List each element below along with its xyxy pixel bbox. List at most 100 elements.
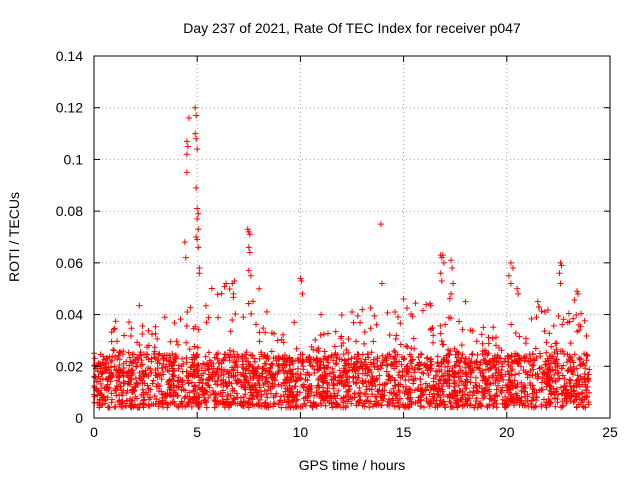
data-point — [417, 350, 424, 357]
data-point — [191, 343, 198, 350]
data-point — [206, 384, 213, 391]
data-point — [554, 350, 561, 357]
data-point — [397, 341, 404, 348]
data-point — [533, 394, 540, 401]
data-point — [419, 387, 426, 394]
data-point — [417, 381, 424, 388]
data-point — [196, 403, 203, 410]
data-point — [239, 353, 246, 360]
y-tick-label: 0.06 — [56, 255, 83, 271]
data-point — [428, 384, 435, 391]
data-point — [164, 367, 171, 374]
data-point — [504, 352, 511, 359]
data-point — [191, 373, 198, 380]
data-point — [112, 318, 119, 325]
data-point — [154, 335, 161, 342]
data-point — [114, 338, 121, 345]
data-point — [338, 342, 345, 349]
data-points-layer — [91, 104, 593, 411]
data-point — [582, 374, 589, 381]
data-point — [543, 349, 550, 356]
data-point — [468, 351, 475, 358]
data-point — [559, 402, 566, 409]
data-point — [538, 307, 545, 314]
data-point — [444, 357, 451, 364]
data-point — [497, 388, 504, 395]
data-point — [391, 354, 398, 361]
data-point — [557, 280, 564, 287]
data-point — [520, 383, 527, 390]
data-point — [127, 381, 134, 388]
data-point — [454, 370, 461, 377]
data-point — [299, 290, 306, 297]
data-point — [302, 387, 309, 394]
data-point — [418, 403, 425, 410]
data-point — [441, 377, 448, 384]
data-point — [159, 352, 166, 359]
data-point — [438, 277, 445, 284]
data-point — [136, 342, 143, 349]
data-point — [452, 389, 459, 396]
data-point — [126, 354, 133, 361]
data-point — [391, 309, 398, 316]
data-point — [156, 382, 163, 389]
data-point — [170, 398, 177, 405]
data-point — [487, 365, 494, 372]
data-point — [343, 376, 350, 383]
data-point — [139, 368, 146, 375]
data-point — [280, 339, 287, 346]
x-tick-label: 10 — [293, 424, 309, 440]
data-point — [408, 345, 415, 352]
data-point — [226, 285, 233, 292]
data-point — [240, 403, 247, 410]
data-point — [229, 388, 236, 395]
data-point — [437, 394, 444, 401]
data-point — [261, 351, 268, 358]
data-point — [426, 403, 433, 410]
data-point — [546, 374, 553, 381]
data-point — [503, 402, 510, 409]
data-point — [195, 361, 202, 368]
data-point — [539, 369, 546, 376]
data-point — [223, 383, 230, 390]
data-point — [492, 342, 499, 349]
data-point — [566, 376, 573, 383]
data-point — [102, 367, 109, 374]
data-point — [449, 265, 456, 272]
data-point — [338, 312, 345, 319]
data-point — [490, 380, 497, 387]
data-point — [505, 272, 512, 279]
data-point — [224, 368, 231, 375]
data-point — [526, 379, 533, 386]
data-point — [362, 390, 369, 397]
data-point — [356, 384, 363, 391]
data-point — [553, 340, 560, 347]
data-point — [436, 376, 443, 383]
data-point — [361, 340, 368, 347]
data-point — [109, 353, 116, 360]
data-point — [350, 363, 357, 370]
data-point — [446, 367, 453, 374]
data-point — [553, 356, 560, 363]
data-point — [440, 391, 447, 398]
data-point — [269, 360, 276, 367]
data-point — [487, 364, 494, 371]
data-point — [425, 399, 432, 406]
data-point — [193, 112, 200, 119]
data-point — [177, 401, 184, 408]
data-point — [511, 357, 518, 364]
data-point — [128, 376, 135, 383]
data-point — [155, 351, 162, 358]
data-point — [300, 363, 307, 370]
data-point — [368, 349, 375, 356]
data-point — [557, 259, 564, 266]
data-point — [323, 392, 330, 399]
data-point — [489, 373, 496, 380]
data-point — [184, 143, 191, 150]
data-point — [191, 394, 198, 401]
data-point — [560, 316, 567, 323]
data-point — [257, 396, 264, 403]
data-point — [459, 388, 466, 395]
data-point — [438, 383, 445, 390]
data-point — [306, 359, 313, 366]
